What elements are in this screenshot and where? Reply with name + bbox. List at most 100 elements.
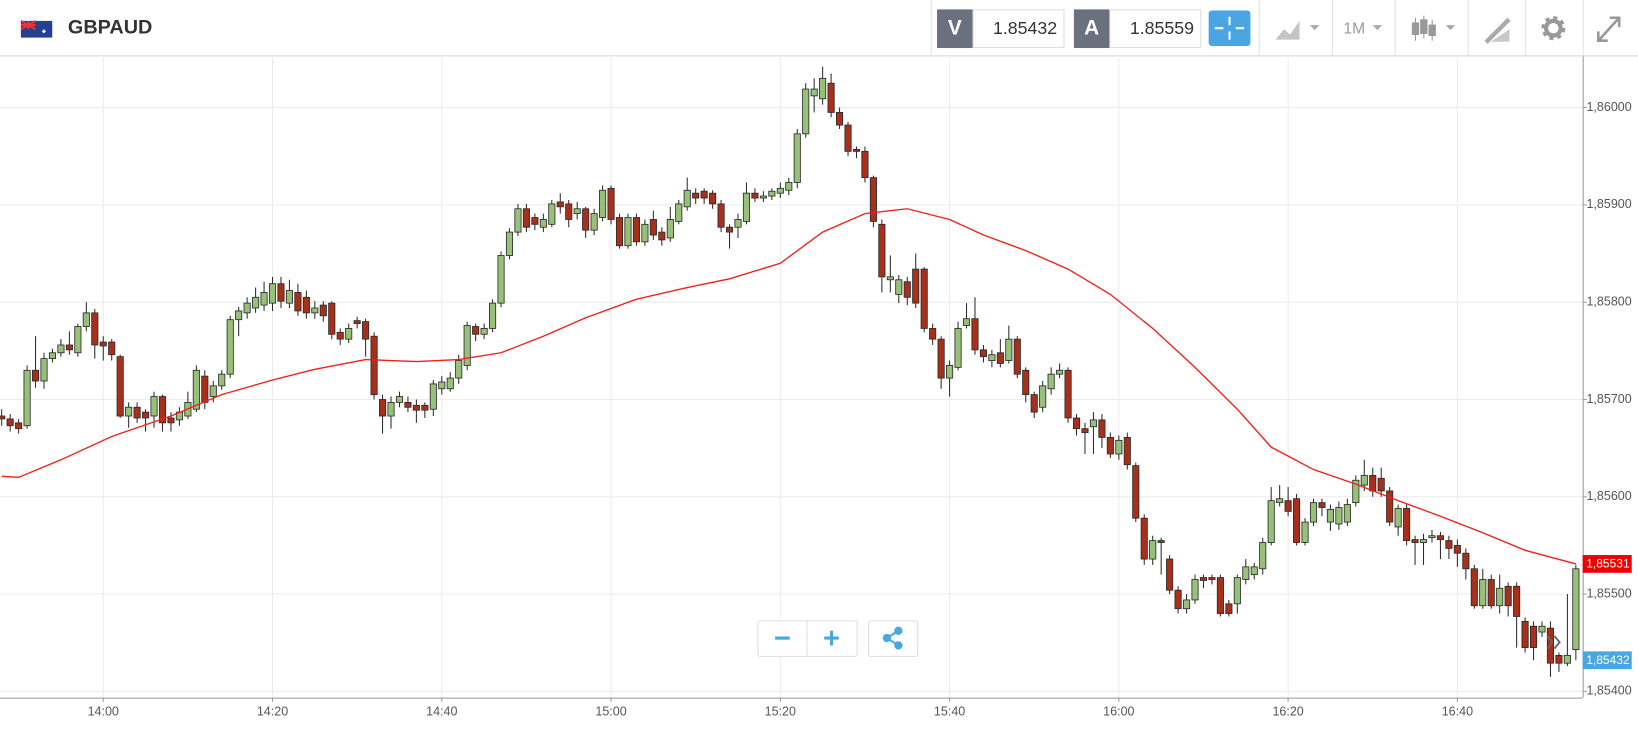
candle-body <box>641 223 649 243</box>
candle-body <box>1191 579 1199 601</box>
candle-body <box>1309 502 1318 523</box>
candles <box>0 66 1580 677</box>
candle-body <box>158 396 167 424</box>
candle-body <box>793 133 801 183</box>
chart-type-button[interactable] <box>1275 20 1320 40</box>
candle-body <box>903 281 911 298</box>
candle-body <box>1572 568 1580 650</box>
candle-body <box>1496 587 1504 607</box>
candle-body <box>505 231 514 256</box>
candle-body <box>683 189 691 208</box>
candle-body <box>717 203 725 228</box>
settings-button[interactable] <box>1541 16 1566 41</box>
icon <box>1596 16 1621 43</box>
candle-body <box>590 213 598 231</box>
candle-body <box>556 201 564 208</box>
candle-body <box>421 404 429 411</box>
candle-body <box>82 312 90 327</box>
candle-body <box>395 396 404 403</box>
candle-body <box>1301 521 1309 543</box>
share-button[interactable] <box>882 626 903 650</box>
dropdown-arrow <box>1309 25 1320 31</box>
candle-body <box>1030 394 1038 413</box>
candle-body <box>125 406 133 417</box>
candle-body <box>1504 585 1512 607</box>
candle-body <box>108 341 116 356</box>
candle-body <box>387 401 395 417</box>
candle-body <box>116 356 124 417</box>
ask-label: A <box>1084 17 1099 40</box>
crosshair-icon <box>1214 16 1245 40</box>
candle-body <box>1132 465 1140 519</box>
timeframe: 1M <box>1343 20 1365 37</box>
candle-body <box>1242 566 1250 580</box>
candle-body <box>1157 540 1165 543</box>
candle-body <box>979 349 987 358</box>
ask-button[interactable] <box>1073 9 1110 49</box>
candle-body <box>649 219 657 236</box>
candle-body <box>785 182 793 191</box>
candle-body <box>370 335 378 396</box>
candle-body <box>1250 566 1258 576</box>
bid-label: V <box>948 17 962 40</box>
zoom-in-button[interactable] <box>824 630 839 646</box>
icon <box>1428 24 1436 37</box>
candle-body <box>1318 502 1326 508</box>
share-box <box>868 620 919 657</box>
candle-body <box>819 77 827 100</box>
candle-body <box>886 276 894 281</box>
y-tick-label: 1,86000 <box>1586 100 1631 114</box>
icon <box>1484 17 1511 44</box>
candle-body <box>624 217 632 247</box>
icon <box>1420 19 1428 34</box>
candle-body <box>1064 369 1072 419</box>
x-tick-label: 15:00 <box>595 705 626 719</box>
x-tick-label: 16:20 <box>1272 705 1303 719</box>
bid-box <box>972 9 1065 49</box>
crosshair-button[interactable] <box>1208 10 1251 46</box>
candle-body <box>201 375 209 403</box>
y-tick-label: 1,85700 <box>1586 392 1631 406</box>
icon <box>1490 29 1510 42</box>
candle-body <box>0 415 6 420</box>
candle-body <box>573 208 581 215</box>
candle-body <box>861 150 869 179</box>
candle-body <box>742 192 751 222</box>
draw-button[interactable] <box>1484 17 1511 44</box>
symbol: GBPAUD <box>68 16 152 38</box>
candle-body <box>1513 585 1521 617</box>
candle-body <box>1140 517 1148 560</box>
candle-body <box>277 283 285 302</box>
candle-body <box>31 369 40 382</box>
candle-body <box>48 352 57 360</box>
candle-body <box>243 302 251 314</box>
candle-body <box>40 358 48 382</box>
candle-body <box>1089 419 1098 428</box>
candle-body <box>268 283 277 304</box>
bid-button[interactable] <box>937 9 973 49</box>
candle-body <box>252 296 260 309</box>
candle-body <box>311 307 319 314</box>
candle-body <box>99 341 107 347</box>
timeframe-button[interactable]: 1M <box>1343 20 1383 37</box>
candle-body <box>776 187 784 194</box>
candle-body <box>810 88 818 97</box>
fullscreen-button[interactable] <box>1596 16 1621 43</box>
scroll-right-button[interactable] <box>1546 635 1561 650</box>
candle-body <box>362 321 370 340</box>
candle-body <box>328 302 336 335</box>
candle-body <box>1369 474 1377 492</box>
candle-body <box>632 217 640 243</box>
candle-body <box>988 354 996 361</box>
candle-body <box>962 318 971 326</box>
candle-body <box>74 326 82 354</box>
candle-type-button[interactable] <box>1411 15 1456 41</box>
candle-body <box>1487 579 1495 607</box>
candle-body <box>615 217 624 247</box>
candle-body <box>1123 437 1131 466</box>
candle-body <box>920 268 928 329</box>
overlay <box>1 208 1577 565</box>
y-tick-label: 1,85900 <box>1586 197 1631 211</box>
candle-body <box>1208 577 1216 580</box>
